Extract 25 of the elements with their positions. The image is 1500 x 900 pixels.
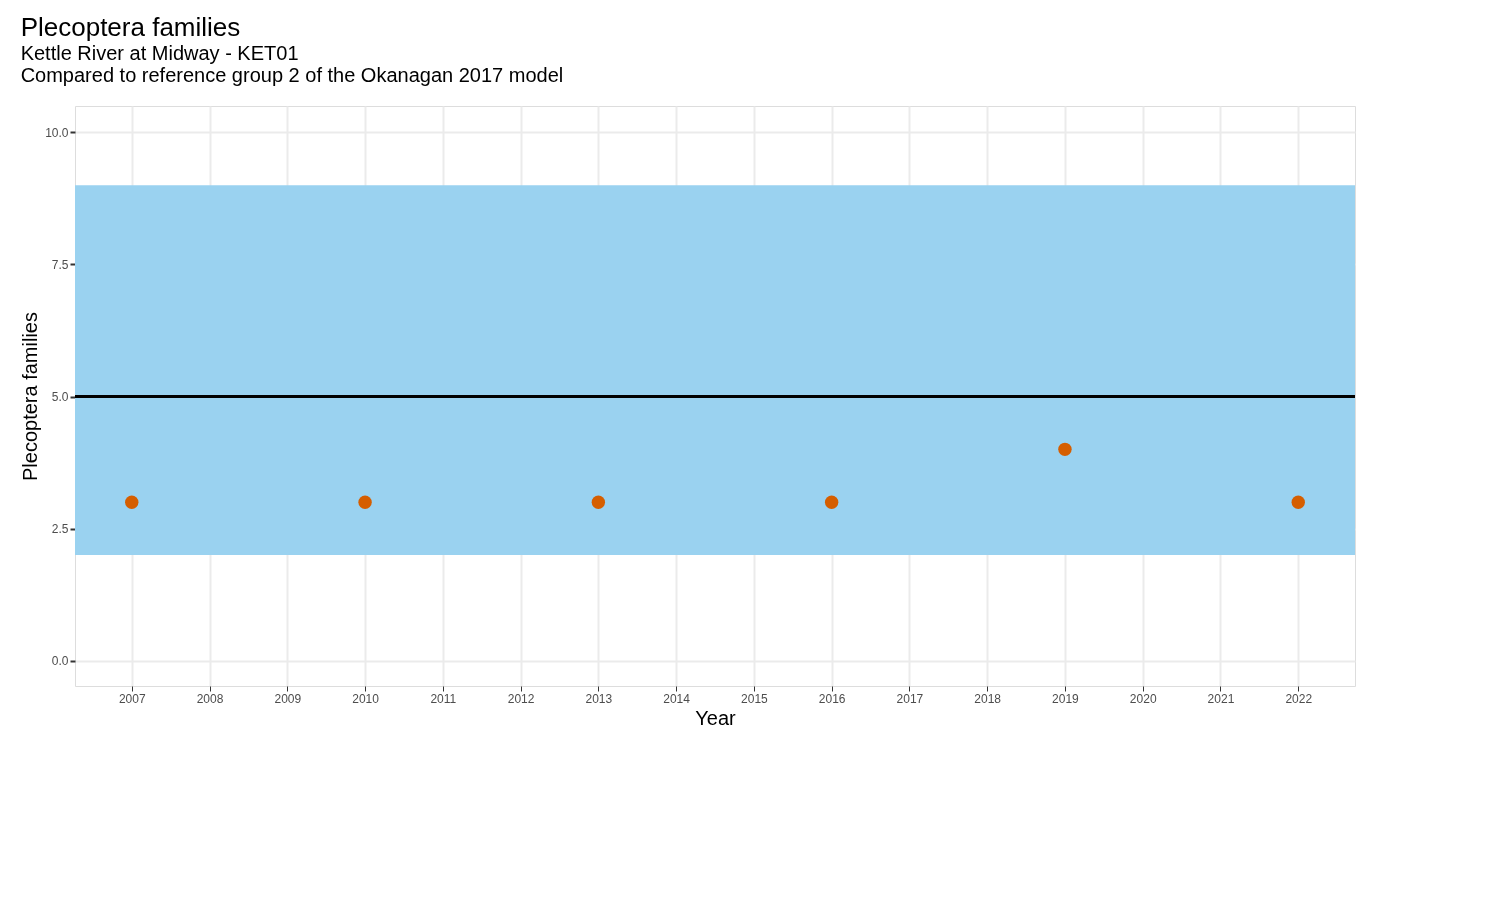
chart-subtitle: Kettle River at Midway - KET01 Compared to reference group 2 of the Okanagan 2017 model	[20, 42, 564, 86]
x-tick-label: 2018	[974, 691, 1002, 706]
y-tick-label: 7.5	[51, 257, 69, 272]
x-tick-label: 2009	[274, 691, 302, 706]
y-tick-label: 5.0	[51, 390, 69, 405]
x-tick-label: 2013	[585, 691, 613, 706]
x-tick-label: 2016	[818, 691, 846, 706]
y-tick-label: 10.0	[45, 125, 69, 140]
x-tick-label: 2008	[196, 691, 224, 706]
y-tick-label: 0.0	[51, 654, 69, 669]
x-axis-title: Year	[695, 706, 737, 729]
x-tick-label: 2020	[1129, 691, 1157, 706]
x-tick-label: 2017	[896, 691, 924, 706]
x-tick-label: 2010	[352, 691, 380, 706]
x-tick-label: 2022	[1285, 691, 1313, 706]
x-tick-label: 2011	[430, 691, 457, 706]
x-tick-label: 2007	[118, 691, 146, 706]
chart-title: Plecoptera families	[20, 12, 241, 42]
x-tick-label: 2015	[741, 691, 769, 706]
x-tick-label: 2012	[507, 691, 535, 706]
y-tick-label: 2.5	[51, 522, 69, 537]
x-tick-label: 2021	[1207, 691, 1235, 706]
y-axis-title: Plecoptera families	[19, 312, 42, 481]
x-tick-label: 2019	[1052, 691, 1080, 706]
x-tick-label: 2014	[663, 691, 691, 706]
